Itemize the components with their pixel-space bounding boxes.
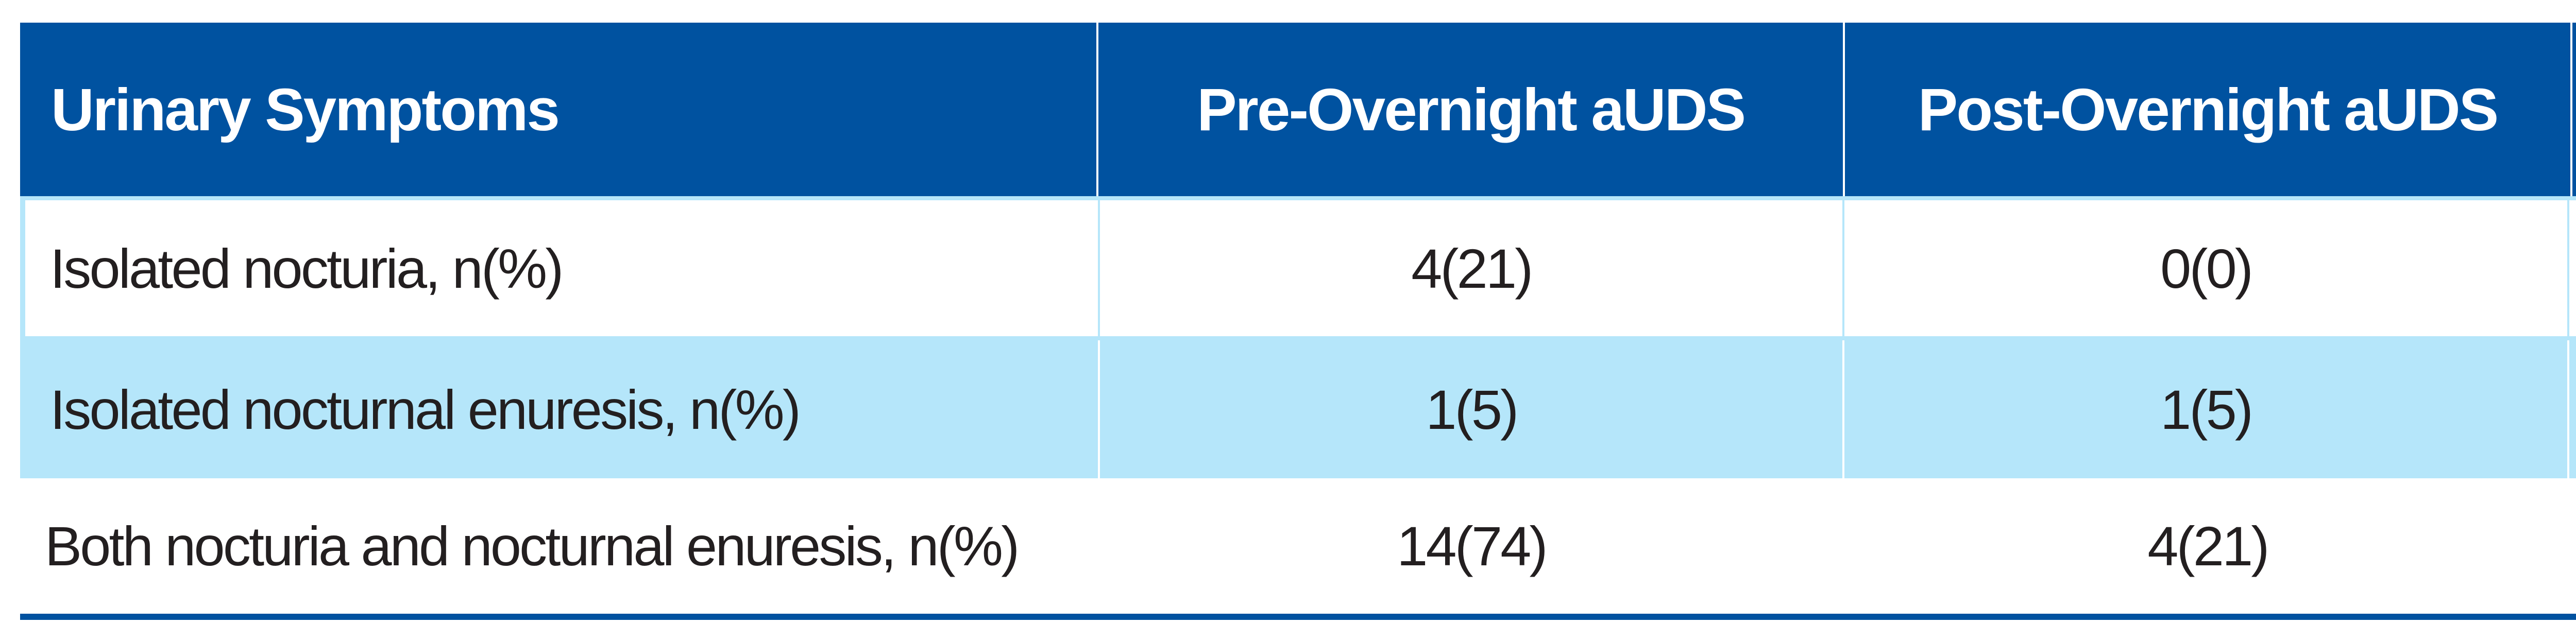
table-bottom-rule (20, 614, 2576, 620)
cell-value: 14(74) (1397, 515, 1548, 577)
row-label-cell: Isolated nocturia, n(%) (25, 200, 1098, 336)
row-separator (20, 196, 2576, 200)
header-label: Urinary Symptoms (51, 76, 560, 143)
table-row: Isolated nocturia, n(%) 4(21) 0(0) – (20, 200, 2576, 336)
header-label: Post-Overnight aUDS (1918, 76, 2499, 143)
header-cell-post-overnight-auds: Post-Overnight aUDS (1845, 23, 2570, 196)
header-cell-urinary-symptoms: Urinary Symptoms (20, 23, 1097, 196)
row-label: Both nocturia and nocturnal enuresis, n(… (45, 515, 1020, 577)
cell-value: 1(5) (2160, 378, 2253, 441)
row-label: Isolated nocturnal enuresis, n(%) (50, 378, 801, 441)
p-value-cell: – (2569, 340, 2576, 478)
cell-value: 0(0) (2160, 237, 2253, 300)
row-label: Isolated nocturia, n(%) (50, 237, 564, 300)
row-label-cell: Isolated nocturnal enuresis, n(%) (25, 340, 1098, 478)
table-header-row: Urinary Symptoms Pre-Overnight aUDS Post… (20, 23, 2576, 196)
post-overnight-value-cell: 4(21) (1844, 478, 2571, 614)
row-separator (20, 336, 2576, 340)
pre-overnight-value-cell: 4(21) (1100, 200, 1843, 336)
row-label-cell: Both nocturia and nocturnal enuresis, n(… (20, 478, 1098, 614)
header-cell-pre-overnight-auds: Pre-Overnight aUDS (1098, 23, 1843, 196)
p-value-cell: <0.001 (2571, 478, 2576, 614)
pre-overnight-value-cell: 1(5) (1100, 340, 1843, 478)
cell-value: 1(5) (1426, 378, 1519, 441)
p-value-cell: – (2569, 200, 2576, 336)
urinary-symptoms-table: Urinary Symptoms Pre-Overnight aUDS Post… (20, 23, 2576, 620)
post-overnight-value-cell: 1(5) (1844, 340, 2568, 478)
cell-value: 4(21) (1411, 237, 1533, 300)
pre-overnight-value-cell: 14(74) (1098, 478, 1844, 614)
header-cell-p-value: P-Value (2572, 23, 2576, 196)
post-overnight-value-cell: 0(0) (1844, 200, 2568, 336)
header-label: Pre-Overnight aUDS (1197, 76, 1746, 143)
table-row: Both nocturia and nocturnal enuresis, n(… (20, 478, 2576, 614)
cell-value: 4(21) (2147, 515, 2269, 577)
table-row: Isolated nocturnal enuresis, n(%) 1(5) 1… (20, 340, 2576, 478)
